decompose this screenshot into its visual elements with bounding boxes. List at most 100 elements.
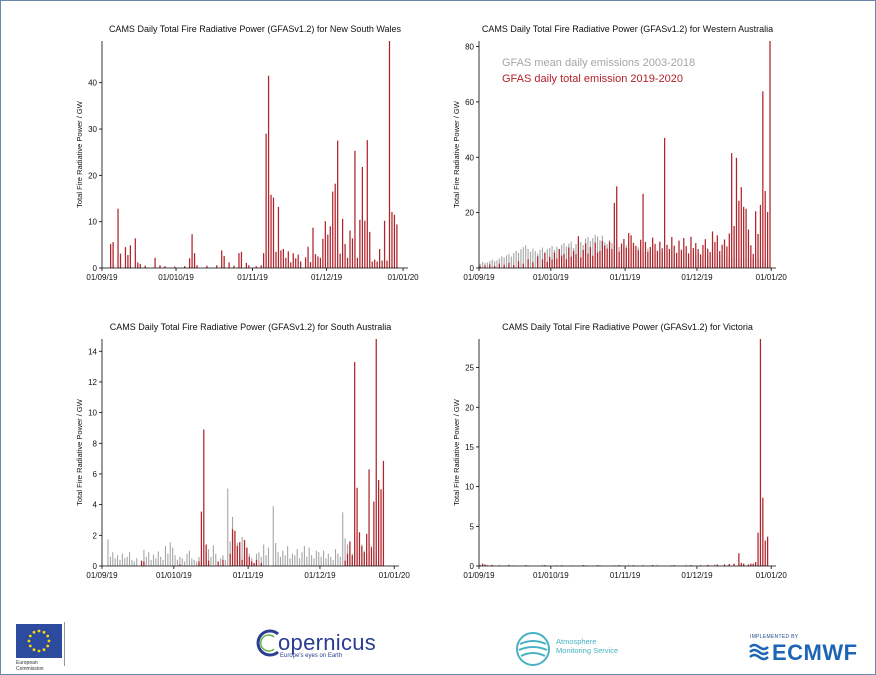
mean-bar bbox=[522, 247, 524, 268]
mean-bar bbox=[508, 254, 510, 268]
current-bar bbox=[757, 233, 759, 268]
y-tick-label: 40 bbox=[465, 153, 474, 162]
mean-bar bbox=[169, 542, 171, 566]
logo-bar: European Commission opernicus Europe's e… bbox=[0, 620, 876, 675]
current-bar bbox=[565, 259, 568, 268]
current-bar bbox=[611, 249, 613, 268]
current-bar bbox=[752, 563, 754, 566]
mean-bar bbox=[184, 561, 186, 566]
current-bar bbox=[134, 238, 136, 268]
mean-bar bbox=[505, 255, 508, 268]
mean-bar bbox=[215, 553, 217, 566]
current-bar bbox=[620, 243, 623, 268]
current-bar bbox=[217, 561, 219, 566]
current-bar bbox=[491, 564, 493, 566]
current-bar bbox=[673, 245, 675, 268]
y-tick-label: 6 bbox=[93, 470, 98, 479]
mean-bar bbox=[267, 547, 270, 566]
mean-bar bbox=[296, 549, 298, 566]
current-bar bbox=[716, 235, 718, 268]
mean-bar bbox=[315, 550, 317, 566]
eu-logo: European Commission bbox=[16, 624, 62, 672]
mean-bar bbox=[208, 549, 210, 566]
current-bar bbox=[726, 246, 728, 268]
y-tick-label: 10 bbox=[88, 218, 97, 227]
current-bar bbox=[690, 565, 692, 566]
chart-grid: CAMS Daily Total Fire Radiative Power (G… bbox=[75, 24, 787, 580]
chart-panel-3: CAMS Daily Total Fire Radiative Power (G… bbox=[75, 322, 410, 580]
current-bar bbox=[551, 259, 553, 268]
current-bar bbox=[341, 218, 344, 268]
x-tick-label: 01/11/19 bbox=[610, 571, 641, 580]
current-bar bbox=[366, 140, 368, 268]
current-bar bbox=[241, 559, 243, 566]
current-bar bbox=[666, 244, 668, 268]
current-bar bbox=[373, 501, 375, 566]
current-bar bbox=[346, 553, 349, 566]
current-bar bbox=[752, 253, 754, 268]
current-bar bbox=[205, 544, 207, 566]
current-bar bbox=[251, 561, 253, 566]
x-tick-label: 01/09/19 bbox=[463, 571, 495, 580]
mean-bar bbox=[510, 256, 512, 268]
mean-bar bbox=[109, 556, 111, 566]
current-bar bbox=[332, 191, 334, 268]
current-bar bbox=[678, 240, 680, 268]
y-tick-label: 60 bbox=[465, 98, 474, 107]
current-bar bbox=[379, 249, 381, 268]
current-bar bbox=[733, 225, 735, 268]
mean-bar bbox=[279, 556, 281, 566]
current-bar bbox=[386, 260, 388, 268]
x-tick-label: 01/12/19 bbox=[304, 571, 336, 580]
current-bar bbox=[544, 565, 546, 566]
mean-bar bbox=[494, 261, 496, 268]
current-bar bbox=[317, 256, 319, 268]
current-bar bbox=[711, 231, 714, 268]
current-bar bbox=[647, 251, 649, 268]
mean-bar bbox=[525, 245, 527, 268]
current-bar bbox=[233, 265, 235, 268]
mean-bar bbox=[642, 564, 644, 566]
y-tick-label: 25 bbox=[465, 364, 474, 373]
cams-text-line-1: Atmosphere bbox=[556, 637, 597, 646]
current-bar bbox=[228, 262, 230, 268]
current-bar bbox=[314, 254, 317, 268]
mean-bar bbox=[210, 556, 212, 566]
current-bar bbox=[322, 238, 324, 268]
current-bar bbox=[544, 253, 546, 268]
x-tick-label: 01/09/19 bbox=[86, 571, 118, 580]
current-bar bbox=[601, 240, 603, 268]
current-bar bbox=[654, 243, 656, 268]
current-bar bbox=[191, 234, 193, 268]
mean-bar bbox=[265, 555, 267, 566]
current-bar bbox=[159, 265, 161, 268]
y-tick-label: 15 bbox=[465, 443, 474, 452]
mean-bar bbox=[227, 488, 229, 566]
current-bar bbox=[723, 564, 726, 566]
current-bar bbox=[517, 261, 520, 268]
current-bar bbox=[184, 266, 186, 268]
mean-bar bbox=[220, 558, 222, 566]
current-bar bbox=[154, 257, 156, 268]
mean-bar bbox=[291, 553, 293, 566]
mean-bar bbox=[157, 551, 159, 566]
current-bar bbox=[661, 248, 663, 268]
current-bar bbox=[346, 257, 349, 268]
current-bar bbox=[766, 212, 769, 268]
mean-bar bbox=[503, 257, 505, 268]
mean-bar bbox=[121, 553, 123, 566]
y-tick-label: 4 bbox=[93, 501, 98, 510]
current-bar bbox=[309, 261, 312, 268]
mean-bar bbox=[585, 565, 587, 566]
current-bar bbox=[652, 565, 654, 566]
current-bar bbox=[649, 246, 651, 268]
current-bar bbox=[738, 200, 740, 268]
current-bar bbox=[351, 238, 354, 268]
current-bar bbox=[366, 533, 368, 566]
mean-bar bbox=[342, 512, 344, 566]
chart-title: CAMS Daily Total Fire Radiative Power (G… bbox=[109, 24, 402, 34]
current-bar bbox=[594, 242, 596, 268]
ecmwf-implemented-by: IMPLEMENTED BY bbox=[750, 634, 799, 640]
current-bar bbox=[757, 532, 759, 566]
x-tick-label: 01/010/19 bbox=[156, 571, 192, 580]
